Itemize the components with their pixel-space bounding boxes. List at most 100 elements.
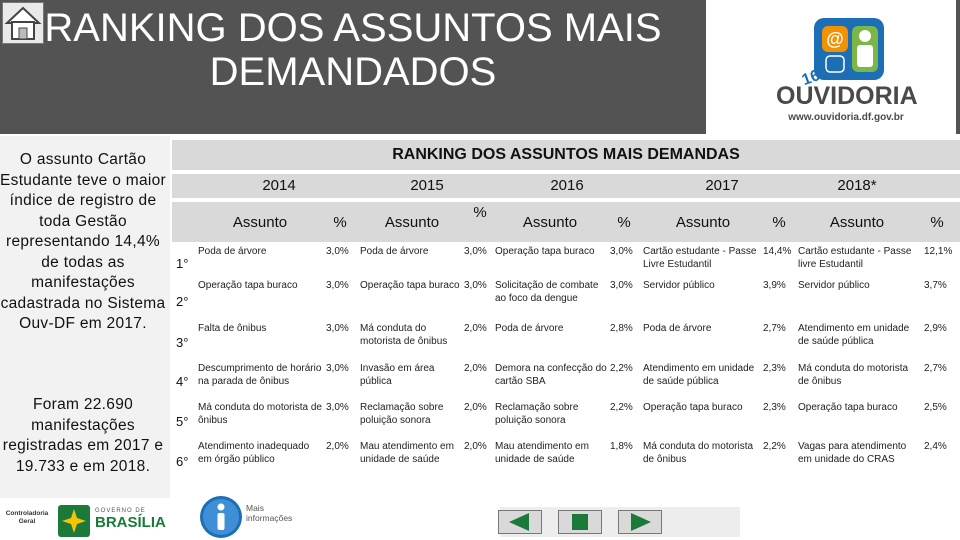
years-band — [172, 174, 960, 198]
rank-2: 2° — [176, 294, 189, 309]
arrow-left-icon — [509, 513, 529, 531]
col-assunto-2014: Assunto — [232, 214, 288, 231]
table-cell-assunto: Demora na confecção do cartão SBA — [495, 363, 607, 387]
table-cell-assunto: Solicitação de combate ao foco da dengue — [495, 280, 599, 304]
governo-brasilia-logo: GOVERNO DE BRASÍLIA — [95, 508, 166, 531]
table-cell-pct: 3,0% — [326, 246, 349, 257]
year-2015: 2015 — [410, 177, 444, 194]
rank-4: 4° — [176, 374, 189, 389]
rank-3: 3° — [176, 335, 189, 350]
table-cell-assunto: Reclamação sobre poluição sonora — [495, 402, 579, 426]
table-cell-assunto: Má conduta do motorista de ônibus — [798, 363, 909, 387]
ouvidoria-logo-name: OUVIDORIA — [776, 82, 918, 110]
ranking-table: RANKING DOS ASSUNTOS MAIS DEMANDAS 2014 … — [172, 140, 960, 540]
table-cell-assunto: Vagas para atendimento em unidade do CRA… — [798, 441, 907, 465]
arrow-right-icon — [631, 513, 651, 531]
table-cell-assunto: Poda de árvore — [643, 323, 712, 334]
table-cell-pct: 2,0% — [464, 402, 487, 413]
table-cell-pct: 2,4% — [924, 441, 947, 452]
table-cell-assunto: Operação tapa buraco — [798, 402, 898, 413]
table-cell-assunto: Reclamação sobre poluição sonora — [360, 402, 444, 426]
ouvidoria-logo-graphic: @ — [814, 18, 884, 80]
ouvidoria-logo-url: www.ouvidoria.df.gov.br — [788, 112, 904, 123]
table-cell-assunto: Poda de árvore — [360, 246, 429, 257]
ouvidoria-logo: @ 162 OUVIDORIA www.ouvidoria.df.gov.br — [706, 0, 960, 134]
home-button[interactable] — [2, 2, 44, 44]
table-cell-assunto: Atendimento inadequado em órgão público — [198, 441, 310, 465]
col-assunto-2018: Assunto — [829, 214, 885, 231]
table-cell-pct: 3,0% — [610, 280, 633, 291]
year-2016: 2016 — [550, 177, 584, 194]
rank-6: 6° — [176, 454, 189, 469]
table-cell-pct: 12,1% — [924, 246, 953, 257]
home-icon — [4, 6, 42, 40]
table-cell-assunto: Cartão estudante - Passe livre Estudanti… — [798, 246, 912, 270]
table-cell-assunto: Servidor público — [643, 280, 715, 291]
table-cell-pct: 3,0% — [464, 280, 487, 291]
table-cell-pct: 14,4% — [763, 246, 792, 257]
table-cell-pct: 1,8% — [610, 441, 633, 452]
side-text-totals: Foram 22.690 manifestações registradas e… — [2, 396, 164, 475]
table-cell-assunto: Operação tapa buraco — [198, 280, 298, 291]
table-cell-pct: 2,2% — [610, 402, 633, 413]
table-cell-pct: 2,0% — [464, 323, 487, 334]
table-cell-pct: 3,0% — [464, 246, 487, 257]
more-info-label: Mais informações — [246, 503, 292, 523]
table-cell-assunto: Operação tapa buraco — [643, 402, 743, 413]
table-title: RANKING DOS ASSUNTOS MAIS DEMANDAS — [172, 140, 960, 170]
table-cell-assunto: Falta de ônibus — [198, 323, 267, 334]
table-cell-assunto: Má conduta do motorista de ônibus — [198, 402, 322, 426]
table-cell-assunto: Cartão estudante - Passe Livre Estudanti… — [643, 246, 757, 270]
slide-header: RANKING DOS ASSUNTOS MAIS DEMANDADOS — [0, 0, 706, 134]
col-pct-2015: % — [473, 204, 487, 221]
table-cell-assunto: Atendimento em unidade de saúde pública — [643, 363, 755, 387]
side-text-summary: O assunto Cartão Estudante teve o maior … — [0, 151, 166, 332]
col-pct-2016: % — [617, 214, 631, 231]
col-assunto-2016: Assunto — [522, 214, 578, 231]
controladoria-line-1: Controladoria — [5, 510, 49, 517]
table-cell-assunto: Servidor público — [798, 280, 870, 291]
year-2018: 2018* — [837, 177, 877, 194]
table-cell-pct: 2,8% — [610, 323, 633, 334]
header-right-strip — [956, 0, 960, 134]
footer-logos: Controladoria Geral GOVERNO DE BRASÍLIA — [0, 498, 170, 540]
slide-home-button[interactable] — [558, 510, 602, 534]
table-cell-assunto: Descumprimento de horário na parada de ô… — [198, 363, 322, 387]
col-pct-2014: % — [333, 214, 347, 231]
table-cell-assunto: Operação tapa buraco — [360, 280, 460, 291]
table-cell-pct: 3,0% — [326, 323, 349, 334]
table-cell-assunto: Mau atendimento em unidade de saúde — [495, 441, 589, 465]
table-cell-pct: 3,9% — [763, 280, 786, 291]
table-cell-assunto: Poda de árvore — [198, 246, 267, 257]
col-assunto-2015: Assunto — [384, 214, 440, 231]
table-cell-assunto: Operação tapa buraco — [495, 246, 595, 257]
table-cell-pct: 3,0% — [326, 280, 349, 291]
page-title-line-1: RANKING DOS ASSUNTOS MAIS — [44, 6, 662, 50]
year-2014: 2014 — [262, 177, 296, 194]
table-cell-pct: 2,7% — [924, 363, 947, 374]
previous-slide-button[interactable] — [498, 510, 542, 534]
table-cell-pct: 2,0% — [464, 441, 487, 452]
table-cell-pct: 2,2% — [763, 441, 786, 452]
governo-de-label: GOVERNO DE — [95, 508, 146, 514]
page-title-line-2: DEMANDADOS — [209, 50, 497, 94]
next-slide-button[interactable] — [618, 510, 662, 534]
table-cell-assunto: Má conduta do motorista de ônibus — [360, 323, 448, 347]
table-cell-pct: 2,7% — [763, 323, 786, 334]
svg-text:@: @ — [826, 29, 844, 49]
side-panel: O assunto Cartão Estudante teve o maior … — [0, 136, 170, 498]
table-cell-assunto: Atendimento em unidade de saúde pública — [798, 323, 910, 347]
col-pct-2018: % — [930, 214, 944, 231]
table-cell-pct: 2,5% — [924, 402, 947, 413]
table-cell-assunto: Má conduta do motorista de ônibus — [643, 441, 754, 465]
column-header-band — [172, 202, 960, 242]
table-cell-pct: 2,9% — [924, 323, 947, 334]
year-2017: 2017 — [705, 177, 739, 194]
rank-5: 5° — [176, 414, 189, 429]
table-cell-pct: 2,3% — [763, 363, 786, 374]
col-assunto-2017: Assunto — [675, 214, 731, 231]
more-info-label-line-1: Mais — [246, 503, 264, 513]
more-info-button[interactable] — [198, 494, 244, 540]
table-cell-pct: 3,0% — [610, 246, 633, 257]
brasilia-label: BRASÍLIA — [95, 514, 166, 531]
